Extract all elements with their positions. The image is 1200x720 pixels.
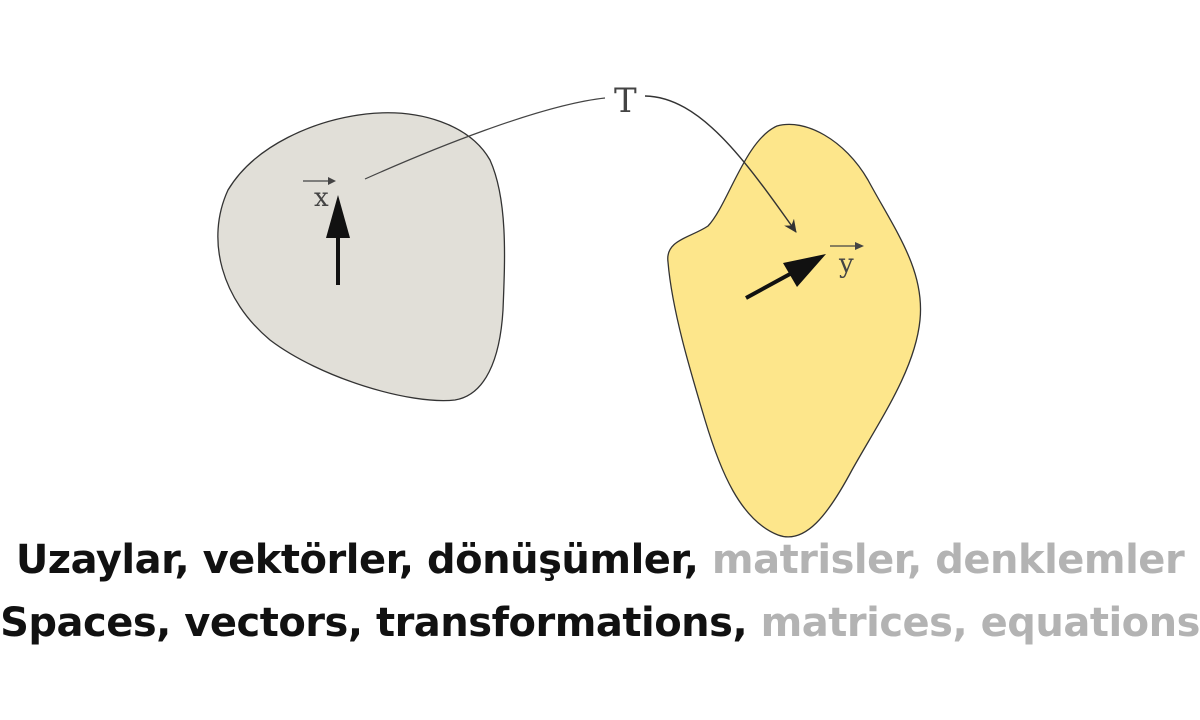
vector-y-label-text: y <box>838 249 854 279</box>
caption-turkish-light: matrisler, denklemler <box>711 537 1185 583</box>
transformation-label: T <box>614 81 637 121</box>
caption-english: Spaces, vectors, transformations, matric… <box>0 603 1200 643</box>
transformation-diagram: T x y <box>217 81 922 538</box>
codomain-space-blob <box>667 123 922 538</box>
transformation-curve-left <box>364 97 606 180</box>
vector-x-label: x <box>303 177 336 213</box>
transformation-arrow <box>644 95 797 233</box>
vector-y-label: y <box>830 242 864 279</box>
caption-turkish: Uzaylar, vektörler, dönüşümler, matrisle… <box>0 540 1200 580</box>
caption-english-light: matrices, equations <box>760 600 1200 646</box>
vector-x <box>326 195 350 285</box>
vector-y-overarrow-icon <box>830 242 864 250</box>
vector-x-overarrow-icon <box>303 177 336 185</box>
caption-english-dark: Spaces, vectors, transformations, <box>0 600 748 646</box>
caption-turkish-dark: Uzaylar, vektörler, dönüşümler, <box>15 537 699 583</box>
domain-space-blob <box>217 112 506 402</box>
vector-y <box>745 254 826 300</box>
vector-x-label-text: x <box>314 183 329 213</box>
